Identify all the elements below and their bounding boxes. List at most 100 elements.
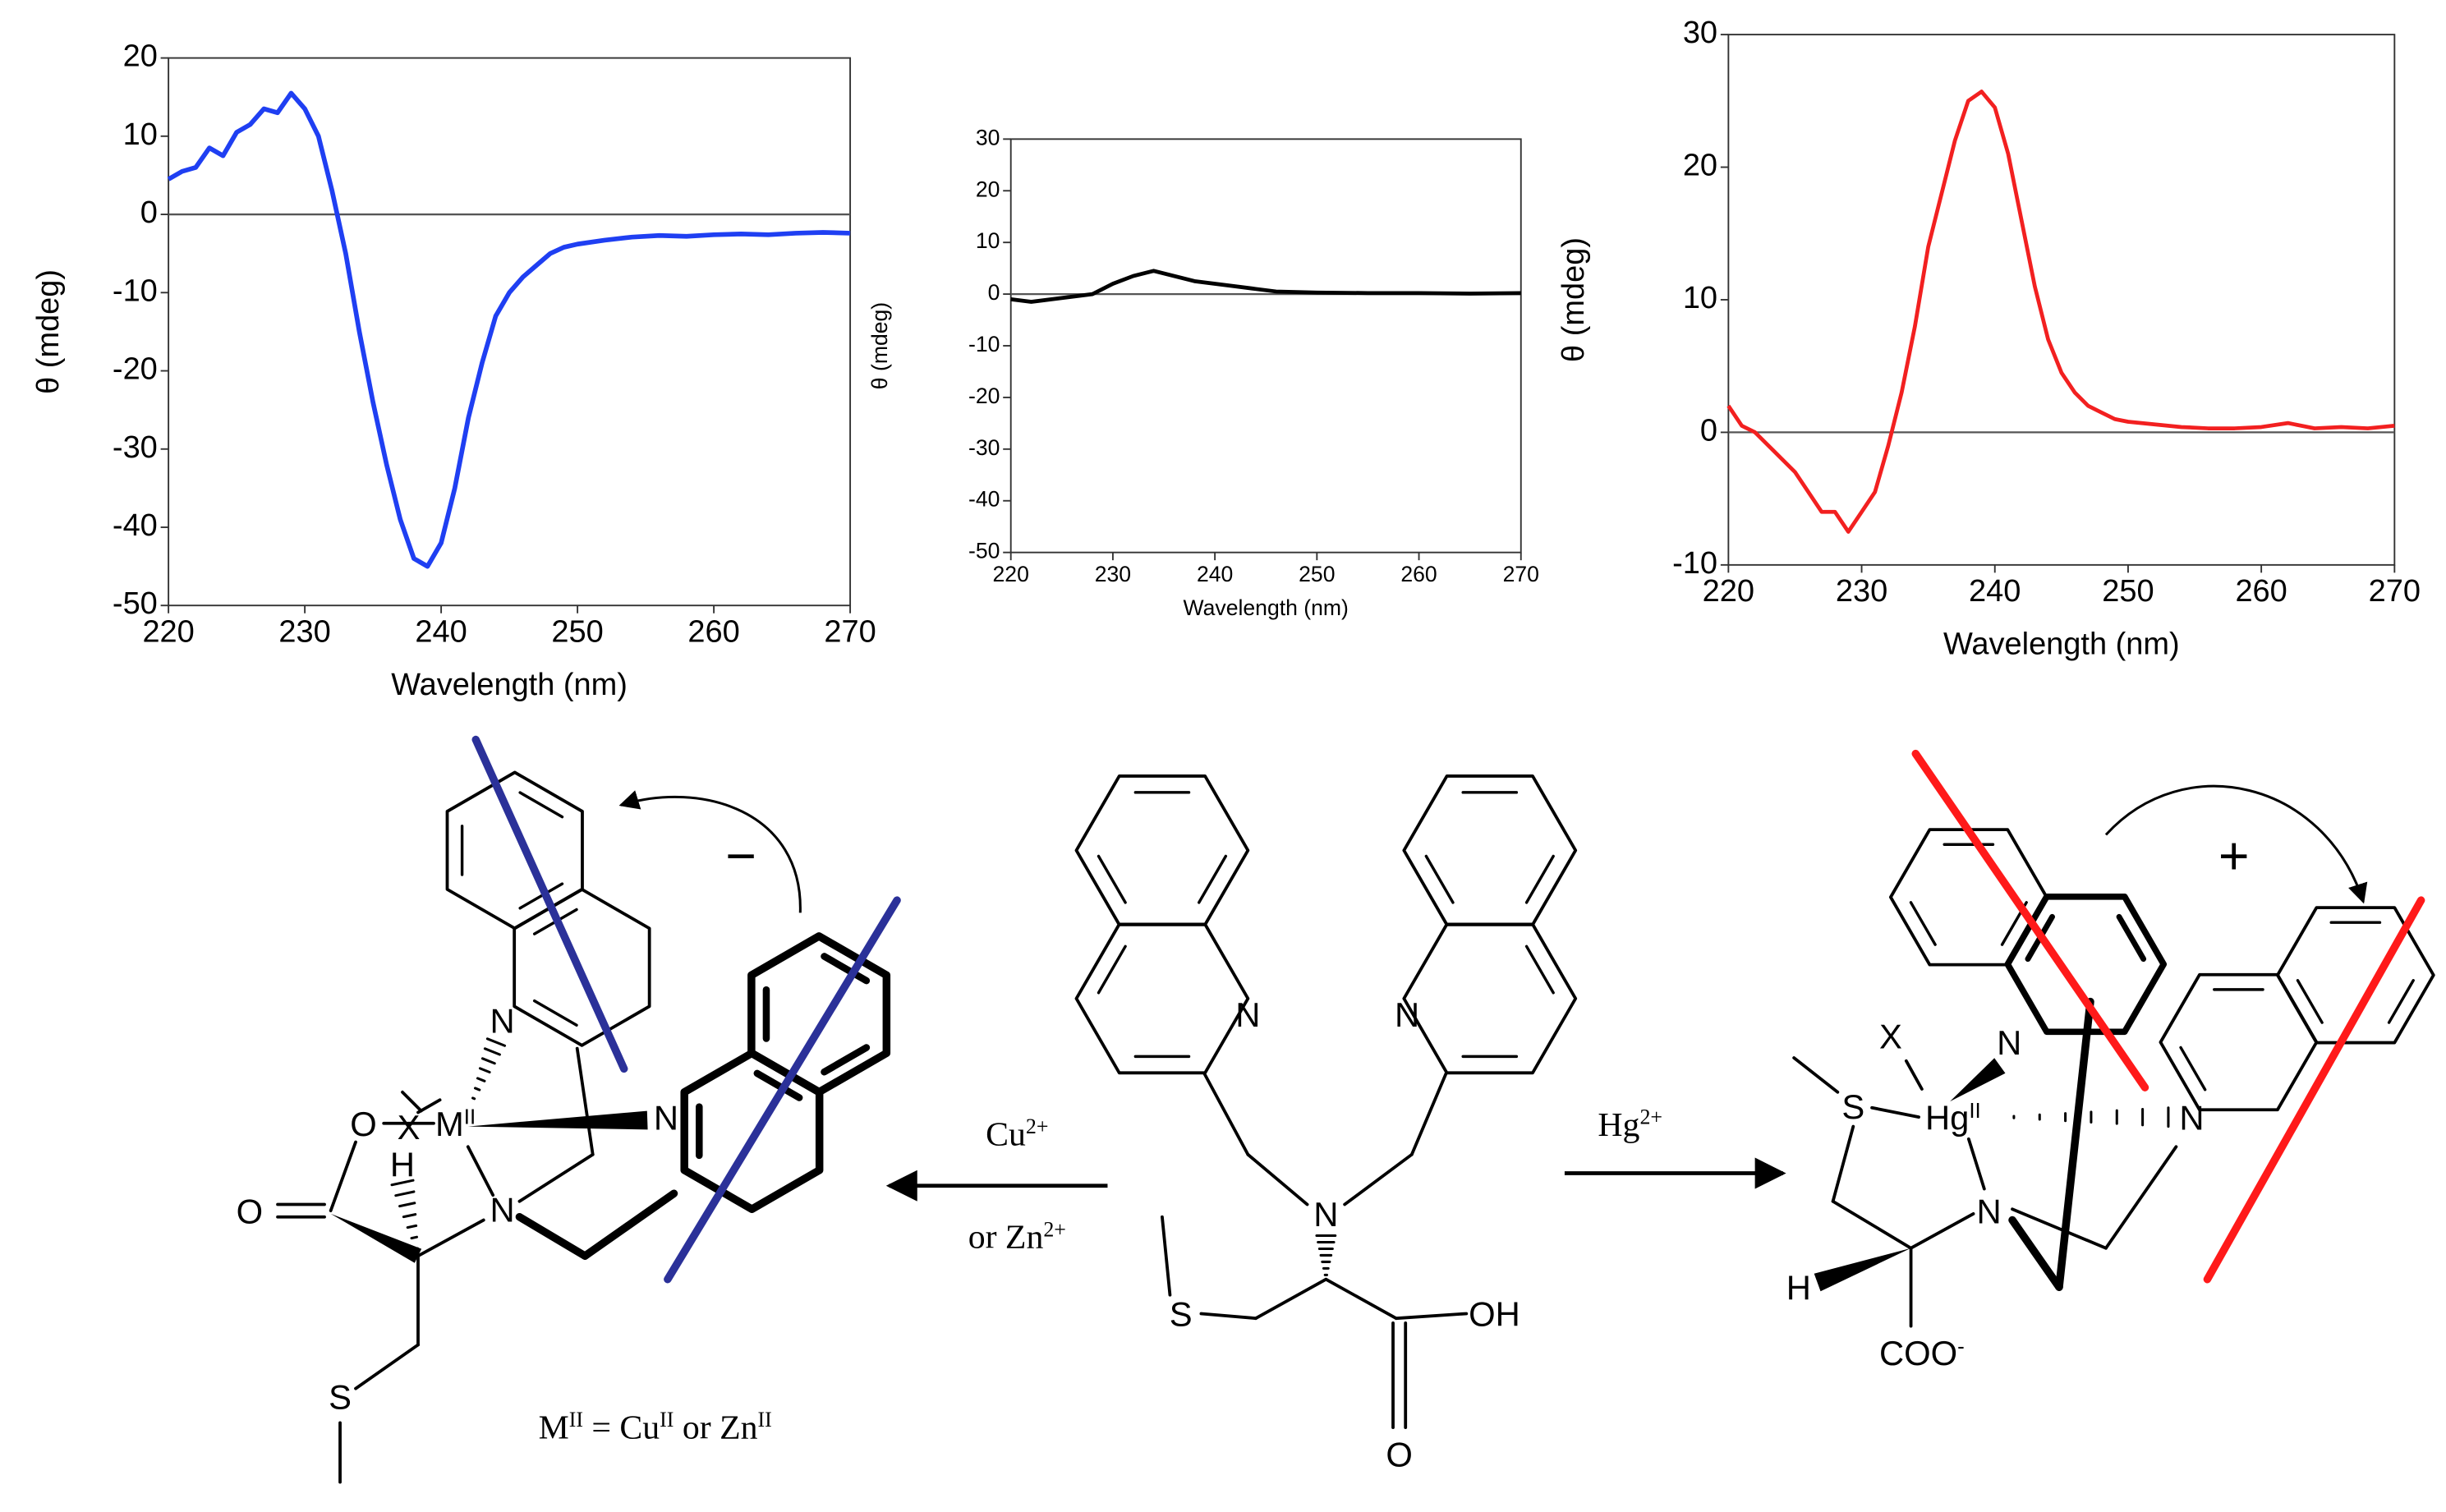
superscript: II: [464, 1106, 476, 1129]
x-tick-label: 240: [1969, 574, 2021, 609]
bond: [485, 1037, 507, 1047]
x-tick-label: 270: [2369, 574, 2421, 609]
y-axis-label: θ (mdeg): [31, 269, 66, 394]
x-tick-label: 240: [1197, 562, 1233, 586]
data-line: [167, 90, 851, 569]
structure-label: N: [1235, 995, 1260, 1034]
chart: -10 0 10 20 30 220 230 240 250 260 270 Wavelength (…: [1556, 16, 2421, 661]
x-tick-label: 250: [551, 614, 603, 649]
bond: [1870, 1105, 1920, 1119]
structure-label: −: [725, 826, 756, 885]
bond: [414, 1247, 419, 1251]
bond: [474, 1087, 481, 1091]
label-text: N: [1313, 1195, 1338, 1234]
y-tick-label: -40: [968, 487, 1000, 512]
y-tick-label: 30: [976, 125, 1000, 149]
bond: [518, 882, 564, 910]
x-tick-label: 270: [824, 614, 876, 649]
bond: [476, 1077, 486, 1082]
label-text: N: [1997, 1023, 2021, 1062]
structure-label: S: [329, 1377, 352, 1416]
bond: [518, 791, 564, 819]
ring: [2004, 894, 2168, 1036]
label-text: N: [490, 1190, 514, 1229]
structure-label: COO-: [1879, 1334, 1965, 1372]
bond: [1097, 944, 1127, 995]
bond: [398, 1202, 416, 1208]
bond: [480, 1057, 496, 1065]
x-tick-label: 250: [2102, 574, 2154, 609]
bond: [1904, 1059, 1924, 1091]
y-tick-label: 10: [123, 117, 158, 152]
bond: [471, 1096, 476, 1101]
label-text: Hg: [1598, 1106, 1639, 1144]
ring: [680, 1049, 824, 1213]
y-tick-label: -40: [113, 508, 158, 543]
x-tick-label: 230: [278, 614, 330, 649]
bond: [1909, 901, 1937, 946]
bond: [354, 1343, 420, 1390]
data-line: [1010, 269, 1521, 304]
bond: [581, 1189, 678, 1260]
superscript: II: [569, 1408, 583, 1432]
x-tick-label: 250: [1299, 562, 1335, 586]
structure-label: S: [1841, 1087, 1864, 1126]
ring: [1402, 922, 1578, 1075]
chart: -50 -40 -30 -20 -10 0 10 20 30 220 230 240 250 260 270…: [867, 125, 1539, 619]
structure-label: S: [1170, 1295, 1193, 1334]
bond: [1202, 1072, 1250, 1156]
superscript: 2+: [1043, 1217, 1066, 1241]
structure-label: N: [654, 1098, 678, 1137]
bond: [402, 1213, 417, 1219]
bond: [575, 1046, 595, 1156]
wedge-bond: [330, 1213, 422, 1263]
y-tick-label: -20: [113, 352, 158, 387]
bond: [1199, 1312, 1257, 1321]
label-text: Hg: [1925, 1098, 1969, 1137]
bond: [1792, 1056, 1840, 1094]
y-tick-label: -50: [968, 539, 1000, 563]
y-tick-label: -10: [1672, 546, 1717, 581]
label-text: H: [1786, 1268, 1811, 1307]
x-axis-label: Wavelength (nm): [1184, 595, 1349, 620]
chart: -50 -40 -30 -20 -10 0 10 20 220 230 240 250 260 270 Wa…: [31, 39, 876, 702]
x-tick-label: 240: [415, 614, 467, 649]
bond: [1343, 1152, 1414, 1206]
label-text: N: [1395, 995, 1419, 1034]
x-tick-label: 230: [1836, 574, 1887, 609]
bond: [401, 1090, 423, 1113]
y-tick-label: 20: [976, 177, 1000, 201]
data-line: [1726, 90, 2395, 534]
bond: [1966, 1137, 1986, 1191]
bond: [1831, 1124, 1855, 1203]
bond: [1246, 1152, 1309, 1206]
x-tick-label: 260: [687, 614, 739, 649]
structure-label: N: [1395, 995, 1419, 1034]
bond: [483, 1047, 501, 1056]
y-tick-label: 20: [1683, 149, 1717, 183]
bond: [821, 953, 871, 985]
x-tick-label: 270: [1503, 562, 1539, 586]
label-text: COO: [1879, 1334, 1957, 1372]
label-text: OH: [1469, 1295, 1520, 1334]
superscript: II: [1969, 1100, 1980, 1123]
bond: [406, 1224, 418, 1229]
bond: [1524, 854, 1555, 904]
bond: [1911, 749, 2149, 1091]
y-tick-label: -50: [113, 586, 158, 621]
x-tick-label: 260: [2235, 574, 2287, 609]
bond: [2179, 1046, 2207, 1091]
bond: [515, 1212, 589, 1260]
curved-arrow: [2104, 784, 2368, 904]
y-tick-label: -30: [113, 430, 158, 465]
bond: [390, 1179, 415, 1187]
bond: [1253, 1277, 1328, 1321]
superscript: II: [758, 1408, 772, 1432]
superscript: -: [1957, 1335, 1965, 1358]
bond: [1409, 1072, 1448, 1156]
bond: [1394, 1312, 1469, 1321]
label-text: S: [1841, 1087, 1864, 1126]
